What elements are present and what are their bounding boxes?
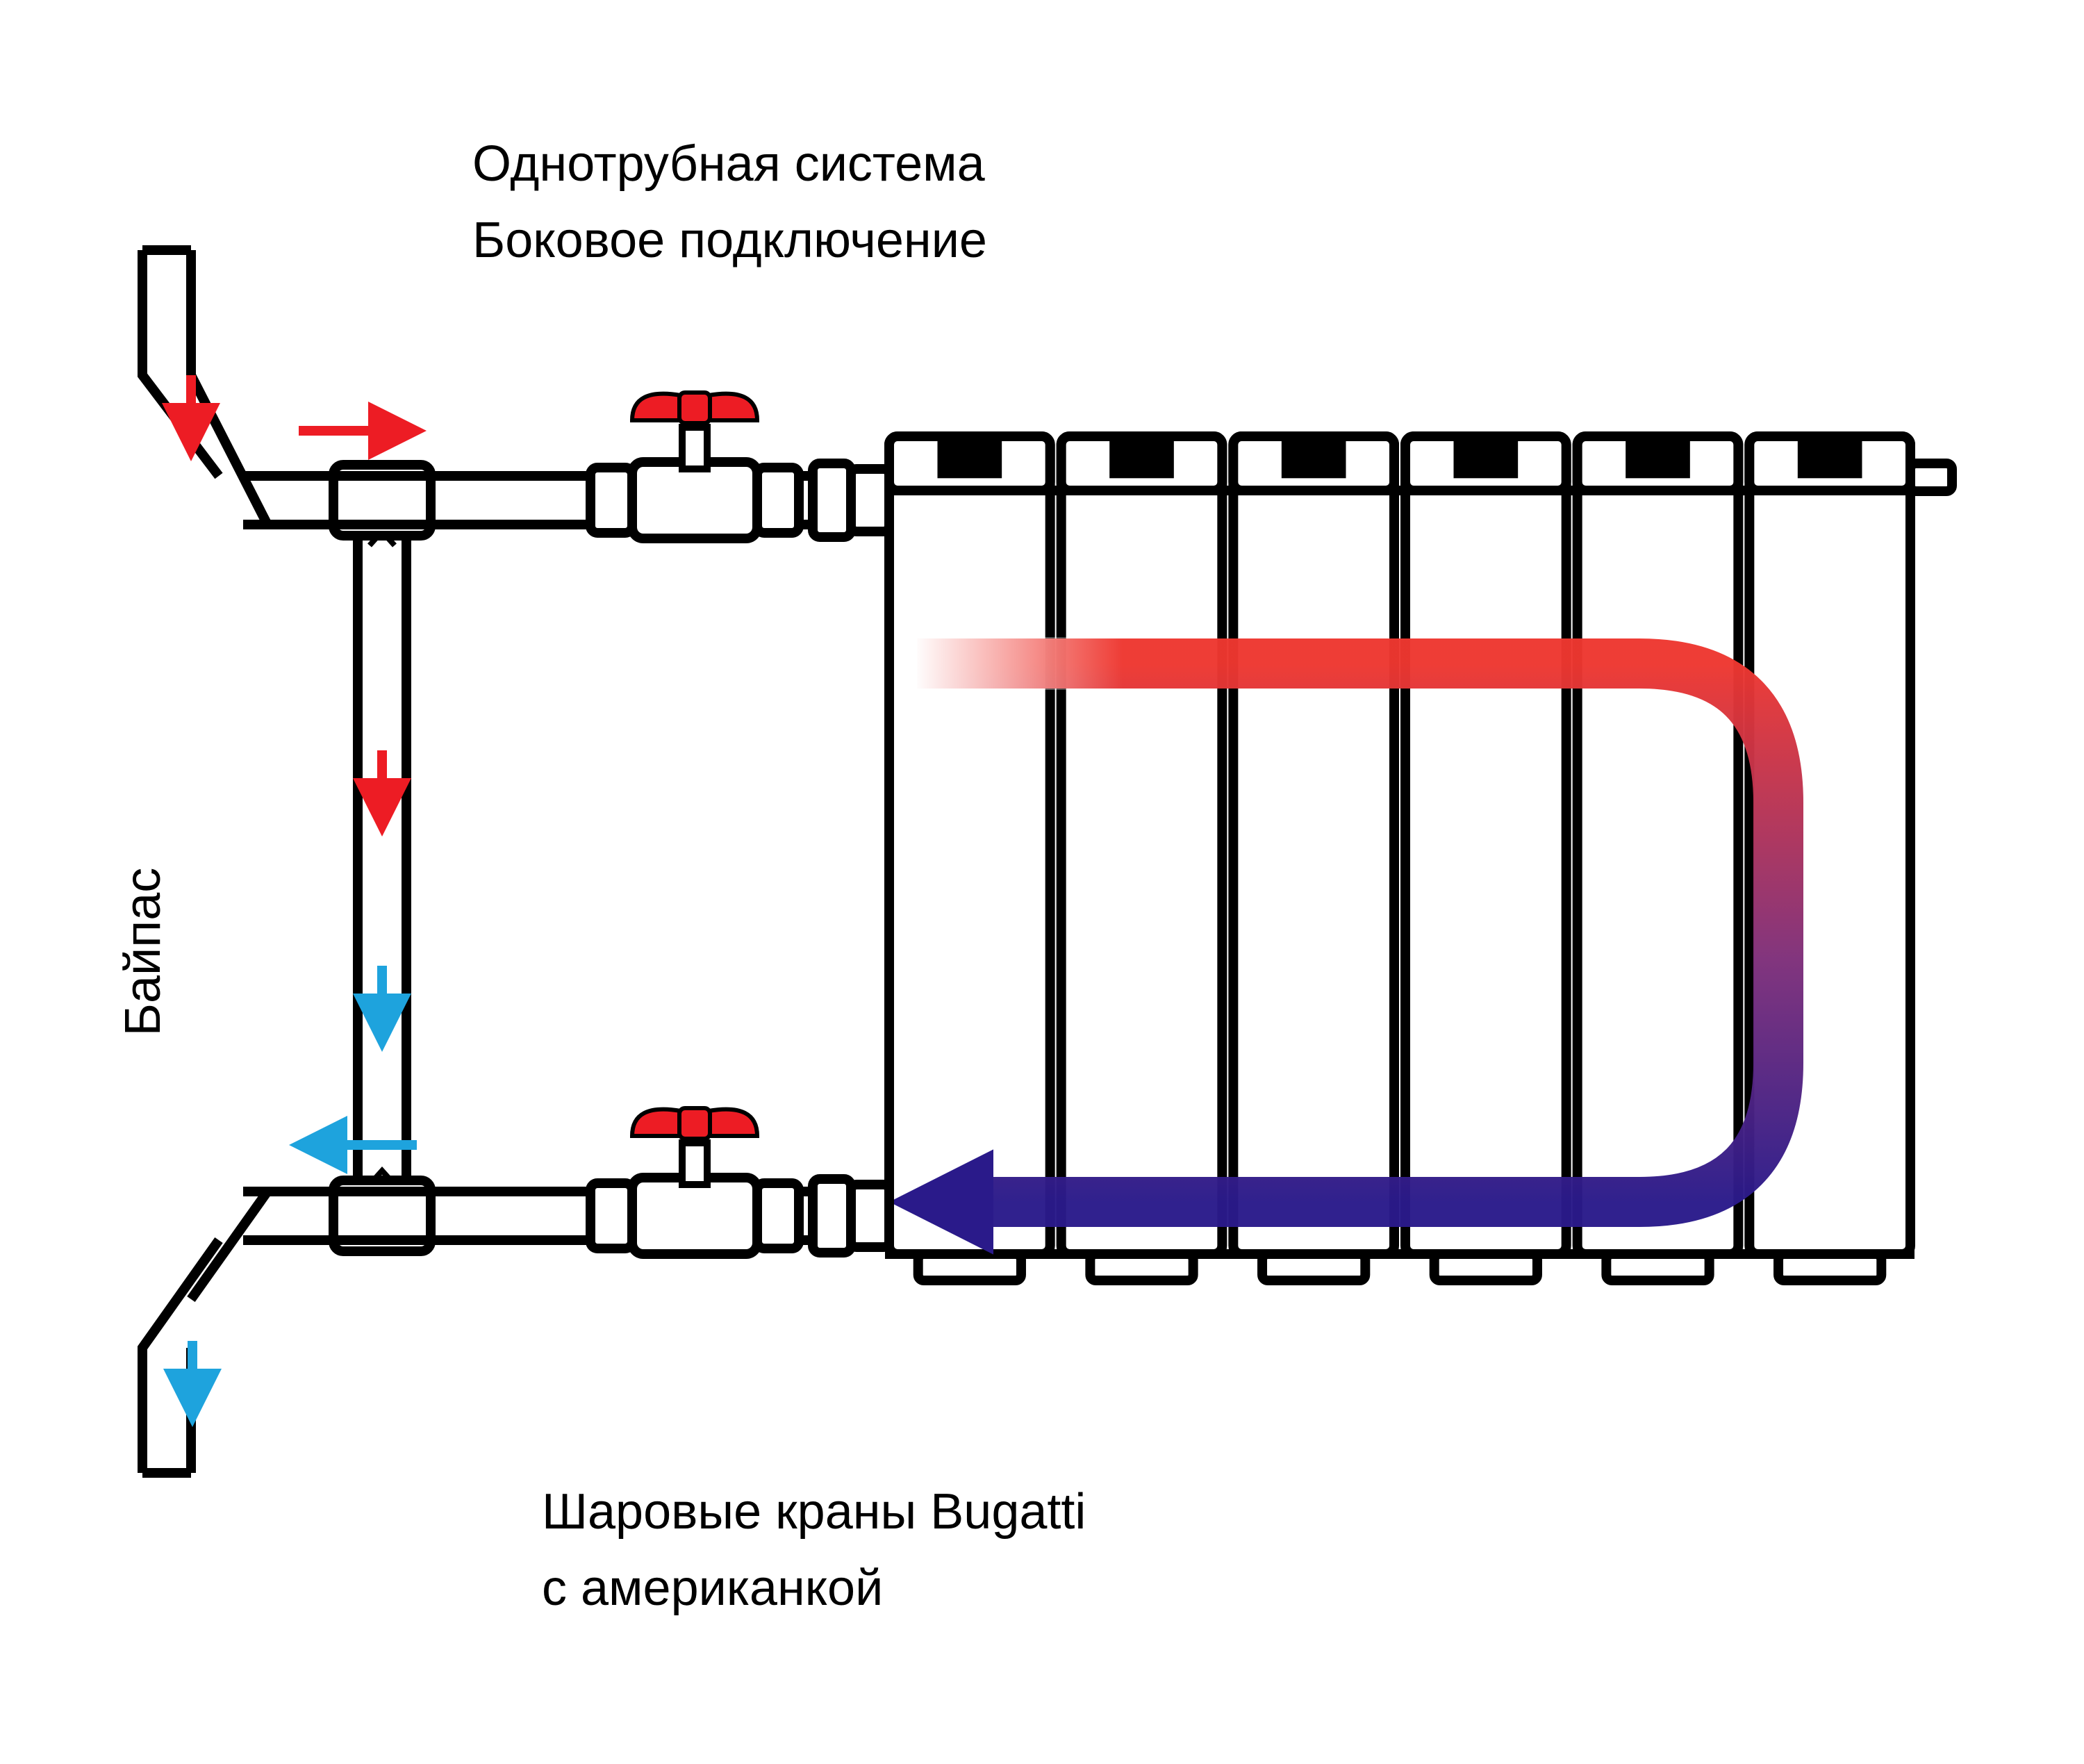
title-line2: Боковое подключение	[472, 213, 987, 268]
valves-line2: с американкой	[542, 1560, 883, 1616]
heating-diagram: Однотрубная система Боковое подключение Ба…	[0, 0, 2084, 1764]
ball-valve	[590, 393, 799, 538]
valves-line1: Шаровые краны Bugatti	[542, 1484, 1086, 1540]
title-line1: Однотрубная система	[472, 136, 986, 192]
bypass-label: Байпас	[115, 868, 171, 1037]
ball-valve	[590, 1108, 799, 1254]
